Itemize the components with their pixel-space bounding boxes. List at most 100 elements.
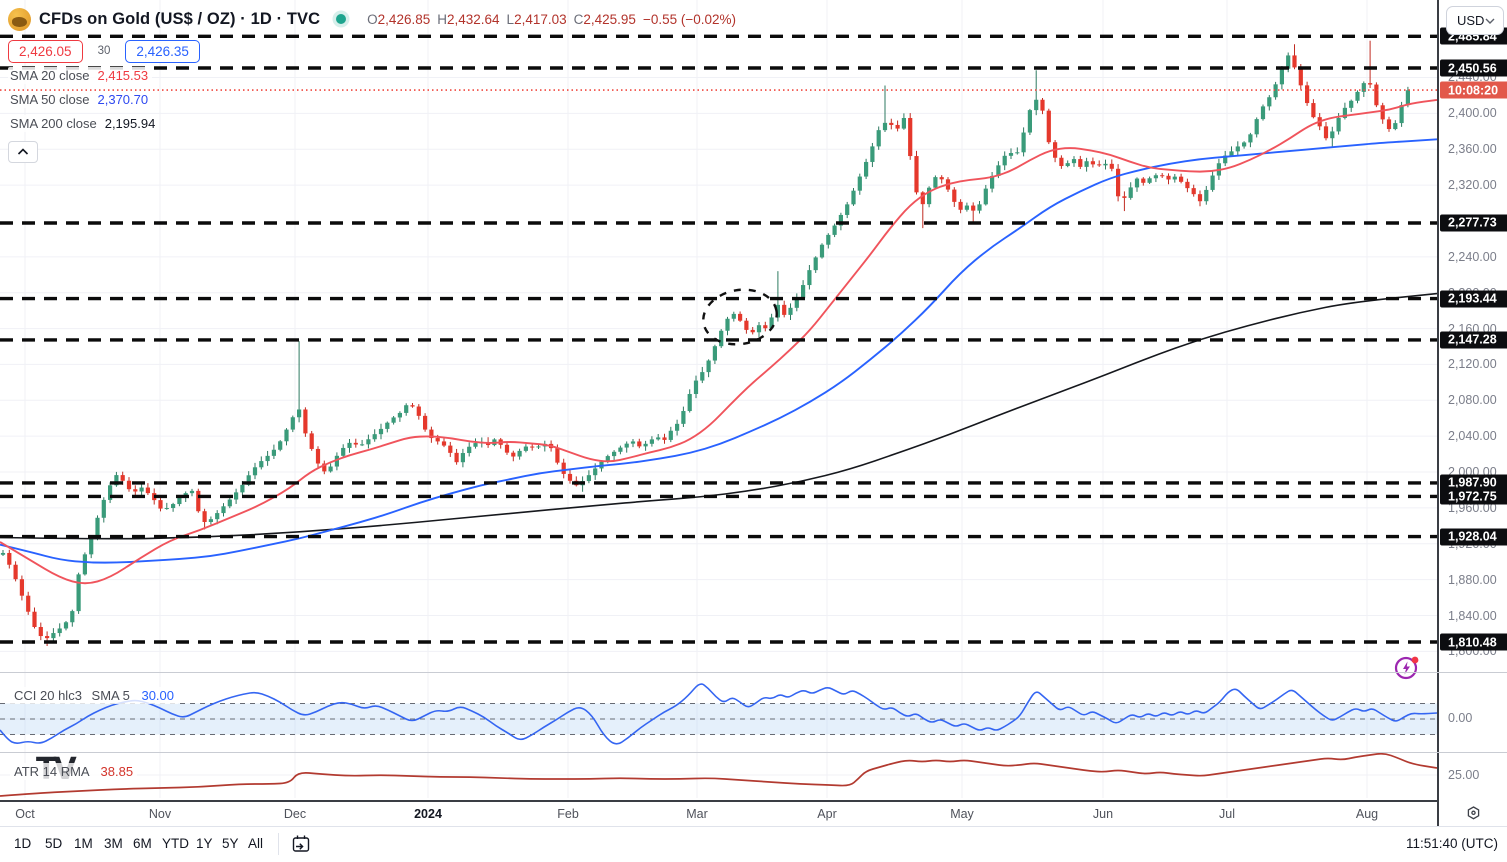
range-button-all[interactable]: All [248,836,264,851]
candle [612,451,617,457]
price-level-label: 2,450.56 [1440,59,1507,77]
candle [908,117,913,157]
price-level-label: 2,277.73 [1440,214,1507,232]
buy-price-button[interactable]: 2,426.35 [125,39,200,63]
candle [76,574,81,612]
candle [630,441,636,444]
open-value: 2,426.85 [377,11,431,27]
range-button-1y[interactable]: 1Y [196,836,213,851]
candle [360,444,365,446]
indicator-row[interactable]: SMA 50 close 2,370.70 [8,91,736,111]
price-level-label: 1,810.48 [1440,633,1507,651]
price-chart-canvas[interactable] [0,0,1437,800]
candle [851,190,856,205]
candle [158,500,163,509]
candle [504,444,510,453]
low-value: 2,417.03 [514,11,567,27]
candle [643,443,648,447]
candle [341,447,346,456]
indicator-row[interactable]: SMA 200 close 2,195.94 [8,115,736,135]
candle [990,175,995,189]
candle [914,156,919,193]
candle [315,448,321,464]
sma50-line[interactable] [0,138,1437,564]
go-to-date-button[interactable] [290,833,312,860]
candle [1273,84,1278,98]
candle [712,346,717,361]
range-button-5d[interactable]: 5D [45,836,63,851]
flash-refresh-button[interactable] [1392,652,1422,682]
pane-separator[interactable] [0,672,1507,673]
range-button-ytd[interactable]: YTD [162,836,189,851]
cci-indicator-label[interactable]: CCI 20 hlc3 SMA 5 30.00 [10,687,179,704]
month-label: Dec [283,807,307,821]
candle [429,429,434,439]
high-label: H [437,11,447,27]
candle [618,447,623,452]
candle [1330,131,1335,139]
atr-line[interactable] [0,752,1437,797]
candle [297,409,302,418]
currency-dropdown[interactable]: USD [1446,6,1504,35]
order-price-row: 2,426.05 30 2,426.35 [8,39,736,63]
candle [82,554,87,575]
candle [63,622,69,629]
indicator-legend-rows: SMA 20 close 2,415.53 SMA 50 close 2,370.70… [8,67,736,135]
candle [567,473,573,481]
pane-separator[interactable] [0,752,1507,753]
range-button-1d[interactable]: 1D [14,836,32,851]
candle [1210,175,1215,190]
candle [744,320,749,330]
candle [1399,105,1404,124]
sma20-line[interactable] [0,98,1437,585]
candle [271,449,276,456]
candle [38,627,43,637]
candle [857,176,862,191]
candle [126,480,132,490]
price-axis[interactable]: 2,440.00 2,400.00 2,360.00 2,320.00 2,240.00… [1437,0,1507,826]
axis-settings-button[interactable] [1437,800,1507,826]
candle [769,317,774,329]
candle [895,124,900,129]
sell-price-button[interactable]: 2,426.05 [8,39,83,63]
range-button-1m[interactable]: 1M [74,836,93,851]
candle [1071,159,1077,164]
symbol-title[interactable]: CFDs on Gold (US$ / OZ) · 1D · TVC [39,9,321,28]
legend-collapse-button[interactable] [8,141,38,163]
candle [738,313,743,321]
candle [120,475,125,481]
chevron-up-icon [17,148,29,155]
candle [807,270,812,286]
indicator-label: SMA 20 close [10,68,90,83]
range-button-5y[interactable]: 5Y [222,836,239,851]
range-button-3m[interactable]: 3M [104,836,123,851]
candle [668,430,673,440]
close-label: C [573,11,584,27]
candle [536,446,541,448]
candle [372,434,377,440]
candle [813,257,818,271]
candle [284,429,289,442]
candle [1153,175,1158,179]
ellipse-annotation[interactable] [699,284,781,350]
candle [731,313,736,319]
time-axis[interactable]: Oct Nov Dec 2024 Feb Mar Apr May Jun Jul Aug [0,800,1507,826]
candle [202,511,207,522]
candle [1059,157,1064,167]
cci-line[interactable] [0,683,1437,745]
session-clock[interactable]: 11:51:40 (UTC) [1405,836,1498,851]
candle [1204,189,1209,202]
range-button-6m[interactable]: 6M [133,836,152,851]
spread-value: 30 [94,44,114,58]
atr-indicator-label[interactable]: ATR 14 RMA 38.85 [10,763,138,780]
candle [278,441,283,450]
price-tick: 2,320.00 [1448,178,1497,193]
candle [1141,178,1146,183]
candle [1405,90,1410,106]
indicator-row[interactable]: SMA 20 close 2,415.53 [8,67,736,87]
month-label: Jun [1092,807,1114,821]
candle [1191,188,1196,195]
candle [1279,68,1284,85]
candle [1172,176,1177,180]
candle [971,205,976,211]
